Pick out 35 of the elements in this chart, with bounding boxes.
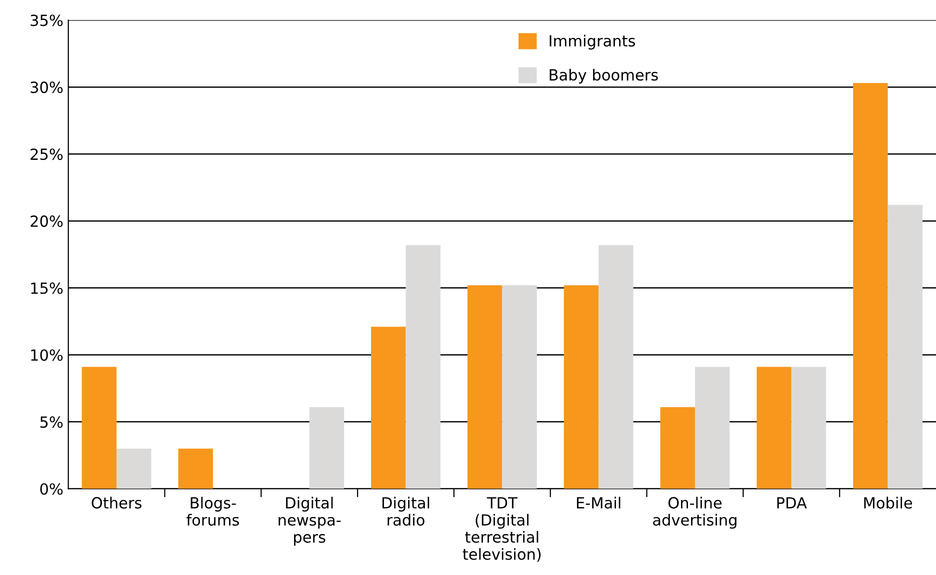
bar (502, 285, 537, 489)
bar (853, 83, 888, 489)
y-tick-label: 35% (30, 14, 63, 26)
y-tick-label: 10% (31, 349, 63, 361)
bar (694, 366, 730, 489)
bar (371, 326, 406, 489)
bar (406, 245, 440, 489)
bar (116, 448, 152, 489)
bar (791, 366, 826, 489)
y-tick-label: 20% (30, 215, 63, 227)
bar (598, 245, 634, 489)
x-tick-label: Mobile (864, 496, 912, 509)
legend-label: Immigrants (550, 34, 636, 50)
y-tick-label: 30% (30, 82, 63, 94)
bar (82, 366, 117, 489)
bar (564, 285, 599, 489)
x-tick-label: On-line advertising (653, 496, 736, 529)
bar (309, 407, 344, 489)
y-tick-label: 25% (30, 148, 63, 160)
x-tick-label: PDA (777, 497, 807, 508)
y-tick-label: 0% (40, 483, 63, 495)
y-tick-label: 15% (31, 282, 63, 294)
x-tick-label: E-Mail (576, 496, 620, 509)
bar (467, 285, 502, 489)
legend-label: Baby boomers (550, 68, 658, 84)
y-tick-label: 5% (40, 416, 63, 428)
x-tick-label: TDT (Digital terrestrial television) (462, 497, 541, 562)
x-tick-label: Others (92, 496, 142, 509)
x-tick-label: Digital newspa- pers (278, 496, 341, 546)
x-tick-label: Blogs- forums (186, 496, 239, 526)
bar (660, 407, 695, 489)
bar (888, 204, 923, 489)
bar (756, 366, 792, 489)
bar (178, 448, 213, 489)
x-tick-label: Digital radio (382, 496, 430, 526)
